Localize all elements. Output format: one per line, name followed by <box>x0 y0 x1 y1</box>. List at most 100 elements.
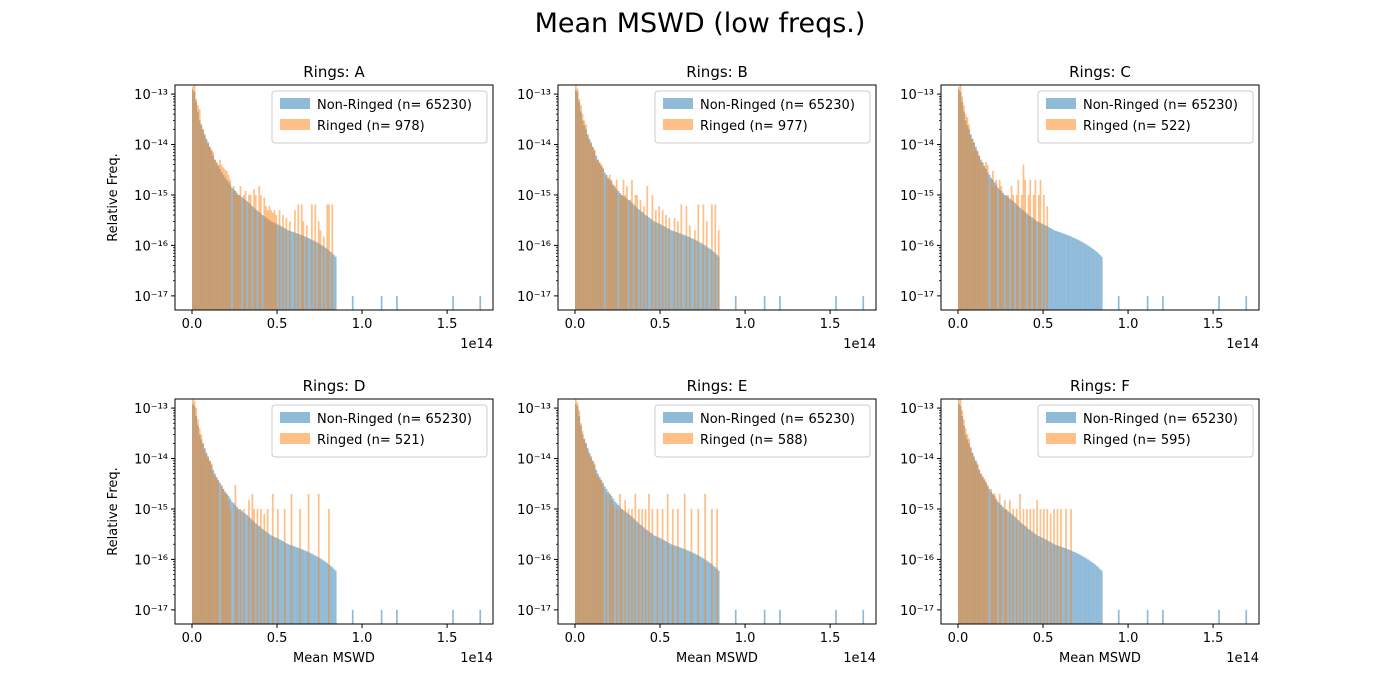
non-ringed-bar <box>1077 553 1079 624</box>
non-ringed-bar <box>997 187 999 310</box>
non-ringed-bar <box>1099 568 1101 624</box>
non-ringed-bar <box>660 224 662 310</box>
legend-box <box>1037 404 1254 458</box>
ringed-bar <box>1046 508 1049 624</box>
legend-swatch-non-ringed <box>1046 412 1076 423</box>
non-ringed-bar <box>614 501 616 624</box>
non-ringed-bar <box>1010 513 1013 624</box>
ringed-bar <box>1039 508 1042 624</box>
bars <box>575 399 865 624</box>
non-ringed-bar <box>660 538 662 624</box>
non-ringed-bar <box>1065 234 1067 310</box>
ringed-bar <box>590 144 593 310</box>
ringed-bar <box>592 146 594 310</box>
ringed-bar <box>711 508 713 624</box>
non-ringed-bar <box>692 552 695 624</box>
legend-swatch-ringed <box>663 119 693 130</box>
non-ringed-bar <box>692 238 695 310</box>
non-ringed-bar <box>1071 237 1074 310</box>
non-ringed-bar <box>779 609 781 624</box>
x-tick-label: 1.0 <box>1118 631 1139 646</box>
legend-label-non-ringed: Non-Ringed (n= 65230) <box>317 412 472 427</box>
ringed-bar <box>220 484 223 624</box>
ringed-bar <box>697 508 700 624</box>
ringed-bar <box>326 204 329 310</box>
non-ringed-bar <box>626 512 628 624</box>
non-ringed-bar <box>862 295 865 310</box>
y-tick-label: 10⁻¹⁵ <box>900 189 934 204</box>
x-tick-label: 0.0 <box>182 631 203 646</box>
legend-box <box>1037 90 1254 144</box>
ringed-bar <box>622 179 625 310</box>
ringed-bar <box>243 194 245 310</box>
non-ringed-bar <box>603 486 606 624</box>
non-ringed-bar <box>1097 567 1100 624</box>
ringed-bar <box>1005 508 1008 624</box>
ringed-bar <box>197 105 199 310</box>
y-tick-label: 10⁻¹⁷ <box>900 290 934 305</box>
non-ringed-bar <box>1058 231 1061 310</box>
legend-label-non-ringed: Non-Ringed (n= 65230) <box>317 98 472 113</box>
non-ringed-bar <box>1100 570 1103 624</box>
ringed-bar <box>677 221 679 310</box>
y-tick-label: 10⁻¹³ <box>134 88 168 103</box>
x-tick-label: 1.0 <box>735 317 756 332</box>
non-ringed-bar <box>716 254 718 310</box>
ringed-bar <box>266 210 269 310</box>
non-ringed-bar <box>1083 557 1086 624</box>
ringed-bar <box>610 179 613 310</box>
ringed-bar <box>981 476 984 624</box>
non-ringed-bar <box>709 248 712 310</box>
ringed-bar <box>1005 194 1008 310</box>
ringed-bar <box>978 469 981 624</box>
non-ringed-bar <box>219 482 221 624</box>
ringed-bar <box>212 152 215 310</box>
ringed-bar <box>1029 508 1032 624</box>
ringed-bar <box>227 500 230 624</box>
ringed-bar <box>297 204 300 310</box>
non-ringed-bar <box>237 508 240 624</box>
non-ringed-bar <box>1009 198 1011 310</box>
non-ringed-bar <box>705 560 708 624</box>
non-ringed-bar <box>1041 537 1044 624</box>
non-ringed-bar <box>1061 547 1064 624</box>
non-ringed-bar <box>351 295 354 310</box>
y-tick-label: 10⁻¹⁴ <box>900 453 934 468</box>
x-offset-label: 1e14 <box>1226 651 1259 666</box>
ringed-bar <box>624 194 627 310</box>
ringed-bar <box>253 508 255 624</box>
legend-label-non-ringed: Non-Ringed (n= 65230) <box>1083 412 1238 427</box>
non-ringed-bar <box>278 539 281 624</box>
non-ringed-bar <box>1087 559 1089 624</box>
ringed-bar <box>328 204 330 310</box>
non-ringed-bar <box>653 221 655 310</box>
ringed-bar <box>609 174 611 310</box>
ringed-bar <box>1056 508 1059 624</box>
non-ringed-bar <box>709 562 712 624</box>
ringed-bar <box>248 194 250 310</box>
y-tick-label: 10⁻¹⁵ <box>134 189 168 204</box>
non-ringed-bar <box>304 550 306 624</box>
non-ringed-bar <box>1080 555 1083 624</box>
ringed-bar <box>614 186 616 310</box>
ringed-bar <box>963 419 965 624</box>
non-ringed-bar <box>297 547 300 624</box>
non-ringed-bar <box>241 511 244 624</box>
non-ringed-bar <box>316 242 318 310</box>
ringed-bar <box>1043 508 1045 624</box>
ringed-bar <box>254 194 257 310</box>
non-ringed-bar <box>695 554 698 624</box>
ringed-bar <box>260 508 262 624</box>
x-tick-label: 1.0 <box>352 317 373 332</box>
non-ringed-bar <box>324 247 327 310</box>
legend-label-ringed: Ringed (n= 588) <box>700 433 808 448</box>
ringed-bar <box>590 458 593 624</box>
legend-swatch-non-ringed <box>1046 98 1076 109</box>
non-ringed-bar <box>682 548 684 624</box>
y-tick-label: 10⁻¹³ <box>517 88 551 103</box>
non-ringed-bar <box>334 570 337 624</box>
non-ringed-bar <box>1019 207 1021 310</box>
ringed-bar <box>697 204 700 310</box>
ringed-bar <box>258 186 261 310</box>
